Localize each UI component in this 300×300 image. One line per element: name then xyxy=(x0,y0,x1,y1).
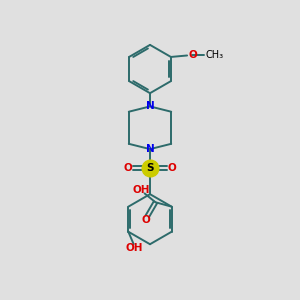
Text: CH₃: CH₃ xyxy=(206,50,224,61)
Text: O: O xyxy=(124,163,133,173)
Text: OH: OH xyxy=(132,185,149,196)
Text: O: O xyxy=(189,50,197,61)
Text: N: N xyxy=(146,144,154,154)
Text: O: O xyxy=(167,163,176,173)
Text: N: N xyxy=(146,101,154,111)
Text: S: S xyxy=(146,163,154,173)
Text: O: O xyxy=(141,215,150,225)
Text: OH: OH xyxy=(125,244,143,254)
